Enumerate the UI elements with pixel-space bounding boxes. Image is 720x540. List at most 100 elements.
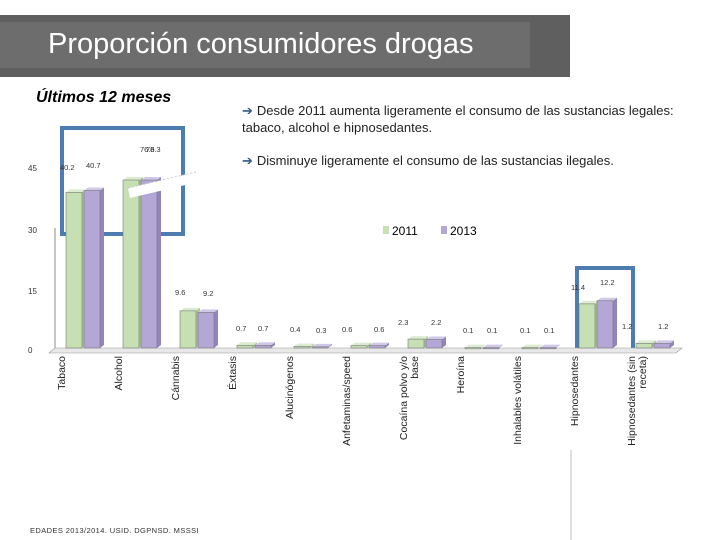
- value-label-2011: 0.1: [463, 326, 473, 335]
- bar-side: [157, 177, 161, 348]
- x-tick-label-line: Hipnosedantes (sin: [626, 356, 638, 446]
- value-label-2013: 0.6: [374, 325, 384, 334]
- bar-2013: [368, 345, 386, 349]
- source-note: EDADES 2013/2014. USID. DGPNSD. MSSSI: [30, 526, 200, 535]
- x-tick-label-line: Heroína: [455, 356, 467, 394]
- page-title: Proporción consumidores drogas: [48, 28, 474, 60]
- bar-2011: [350, 345, 368, 349]
- value-label-2011: 1.2: [622, 322, 632, 331]
- bar-2011: [179, 310, 197, 349]
- value-label-2011: 76.6: [140, 145, 155, 154]
- bar-side: [613, 297, 617, 348]
- x-tick-label-line: Tabaco: [56, 356, 68, 390]
- value-label-2013: 0.1: [487, 326, 497, 335]
- subtitle: Últimos 12 meses: [36, 89, 172, 106]
- y-tick-label: 30: [28, 226, 37, 235]
- title-band: [0, 22, 530, 68]
- bar-side: [328, 343, 332, 348]
- bar-side: [310, 343, 314, 348]
- bar-top: [255, 342, 275, 346]
- bar-top: [483, 344, 503, 348]
- legend-swatch: [441, 226, 447, 234]
- bar-2013: [140, 179, 158, 349]
- note-illegal-text: Disminuye ligeramente el consumo de las …: [256, 153, 614, 168]
- note-illegal-decrease: ➔ Disminuye ligeramente el consumo de las…: [242, 152, 682, 169]
- bar-top: [84, 187, 104, 191]
- x-tick-label: Heroína: [455, 356, 467, 394]
- bar-side: [367, 342, 371, 348]
- bar-top: [351, 342, 371, 346]
- x-tick-label: Anfetaminas/speed: [341, 356, 353, 446]
- bar-top: [141, 177, 161, 180]
- x-tick-label-line: Cocaína polvo y/o: [398, 356, 410, 440]
- bar-2011: [635, 343, 653, 349]
- bar-2013: [539, 347, 557, 350]
- chart-floor: [48, 347, 683, 354]
- x-tick-label: Cocaína polvo y/obase: [398, 356, 421, 440]
- bar-2013: [653, 343, 671, 349]
- arrow-right-icon: ➔: [242, 103, 253, 118]
- x-tick-label: Inhalables volátiles: [512, 356, 524, 445]
- bar-top: [654, 340, 674, 344]
- x-tick-label: Alcohol: [113, 356, 125, 390]
- x-tick-label-line: Inhalables volátiles: [512, 356, 524, 445]
- y-tick-label: 0: [28, 346, 33, 355]
- value-label-2011: 0.6: [342, 325, 352, 334]
- bar-side: [556, 344, 560, 348]
- note-legal-increase: ➔ Desde 2011 aumenta ligeramente el consu…: [242, 102, 682, 136]
- value-label-2011: 9.6: [175, 288, 185, 297]
- x-tick-label: Hipnosedantes: [569, 356, 581, 426]
- bar-2013: [197, 312, 215, 349]
- value-label-2013: 1.2: [658, 322, 668, 331]
- bar-top: [369, 342, 389, 346]
- bar-side: [214, 309, 218, 348]
- bar-top: [597, 297, 617, 301]
- value-label-2013: 40.7: [86, 161, 101, 170]
- bar-top: [579, 300, 599, 304]
- bar-side: [271, 342, 275, 348]
- x-tick-label-line: Anfetaminas/speed: [341, 356, 353, 446]
- value-label-2011: 11.4: [571, 283, 585, 292]
- bar-2011: [407, 338, 425, 349]
- bar-2011: [464, 347, 482, 350]
- bar-side: [538, 344, 542, 348]
- bar-top: [636, 340, 656, 344]
- value-label-2011: 40.2: [60, 163, 75, 172]
- bar-top: [522, 344, 542, 348]
- bar-top: [198, 309, 218, 313]
- legend-swatch: [383, 226, 389, 234]
- value-label-2013: 9.2: [203, 289, 213, 298]
- bar-top: [426, 336, 446, 340]
- bar-2013: [311, 346, 329, 349]
- bar-2011: [521, 347, 539, 350]
- value-label-2013: 0.7: [258, 324, 268, 333]
- arrow-right-icon: ➔: [242, 153, 253, 168]
- bar-2013: [482, 347, 500, 350]
- y-tick-label: 15: [28, 287, 37, 296]
- bar-2011: [236, 344, 254, 349]
- bar-2013: [425, 339, 443, 349]
- bar-top: [66, 189, 86, 193]
- x-tick-label-line: Hipnosedantes: [569, 356, 581, 426]
- value-label-2011: 0.4: [290, 325, 300, 334]
- bar-top: [312, 343, 332, 347]
- x-tick-label: Cánnabis: [170, 356, 182, 400]
- bar-side: [499, 344, 503, 348]
- bar-top: [294, 343, 314, 347]
- bar-side: [385, 342, 389, 348]
- x-tick-label: Tabaco: [56, 356, 68, 390]
- x-tick-label: Alucinógenos: [284, 356, 296, 419]
- bar-top: [237, 342, 257, 346]
- bar-top: [408, 336, 428, 340]
- bar-2011: [578, 303, 596, 349]
- bar-side: [481, 344, 485, 348]
- x-tick-label-line: Alucinógenos: [284, 356, 296, 419]
- bar-2013: [596, 300, 614, 349]
- x-tick-label: Hipnosedantes (sinreceta): [626, 356, 649, 446]
- x-tick-label-line: Cánnabis: [170, 356, 182, 400]
- bar-2011: [293, 346, 311, 349]
- bar-2011: [65, 192, 83, 349]
- x-tick-label-line: base: [409, 356, 421, 379]
- x-tick-label-line: receta): [637, 356, 649, 389]
